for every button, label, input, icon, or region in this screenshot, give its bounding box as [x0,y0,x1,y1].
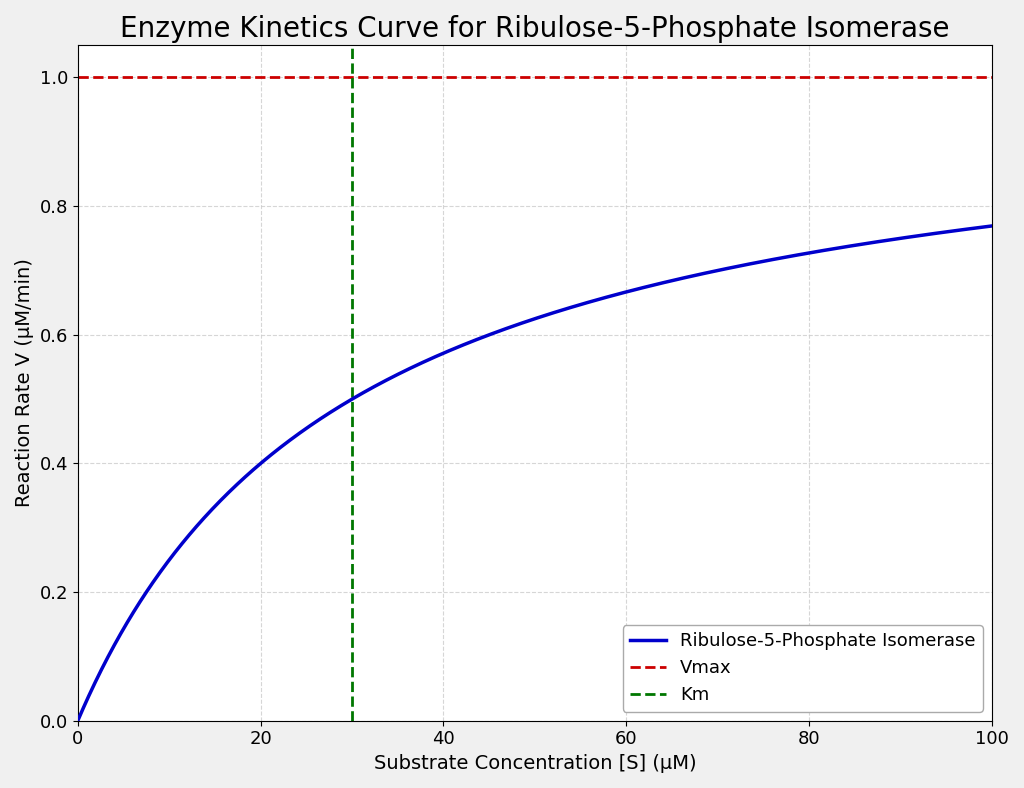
X-axis label: Substrate Concentration [S] (μM): Substrate Concentration [S] (μM) [374,754,696,773]
Y-axis label: Reaction Rate V (μM/min): Reaction Rate V (μM/min) [15,258,34,507]
Title: Enzyme Kinetics Curve for Ribulose-5-Phosphate Isomerase: Enzyme Kinetics Curve for Ribulose-5-Pho… [120,15,949,43]
Legend: Ribulose-5-Phosphate Isomerase, Vmax, Km: Ribulose-5-Phosphate Isomerase, Vmax, Km [623,625,983,712]
